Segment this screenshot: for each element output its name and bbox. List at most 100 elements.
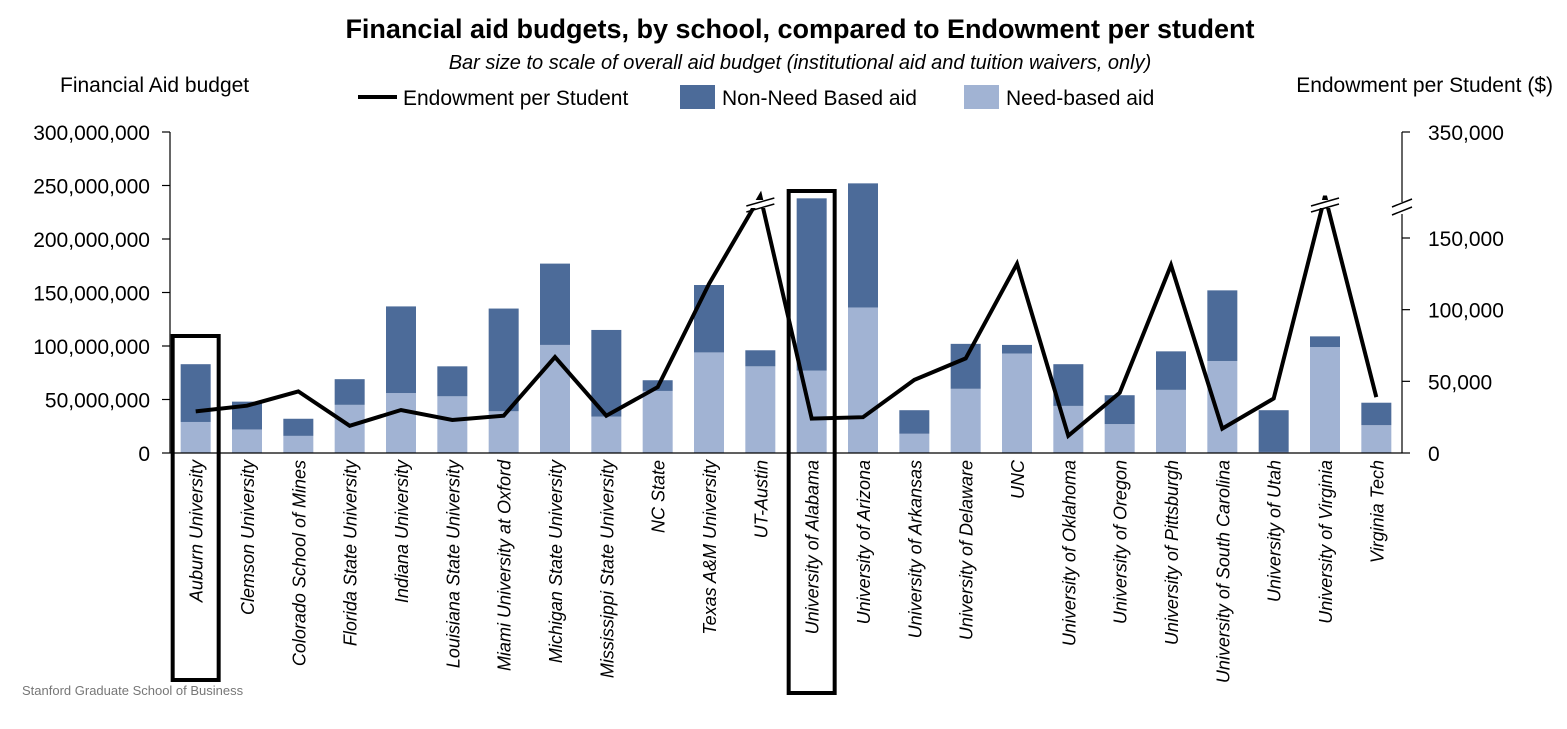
bar-need-based	[540, 344, 570, 453]
category-label: University of South Carolina	[1213, 460, 1233, 683]
bar-non-need-based	[1258, 410, 1289, 452]
left-tick-label: 250,000,000	[33, 176, 150, 199]
bar-non-need-based	[899, 410, 930, 434]
category-label: University of Alabama	[803, 460, 823, 634]
category-label: NC State	[649, 460, 669, 533]
right-tick-label: 0	[1428, 443, 1440, 466]
category-label: Michigan State University	[546, 459, 566, 663]
category-label: University of Arkansas	[905, 460, 925, 638]
bar-need-based	[334, 404, 365, 453]
left-tick-label: 150,000,000	[33, 283, 150, 306]
category-label: University of Oklahoma	[1059, 460, 1079, 646]
left-axis-title: Financial Aid budget	[60, 74, 249, 97]
category-label: Virginia Tech	[1367, 460, 1387, 563]
line-break-gap	[1311, 200, 1339, 208]
category-label: Mississippi State University	[597, 459, 617, 678]
left-axis: 300,000,000 250,000,000 200,000,000 150,000…	[33, 122, 171, 466]
bar-non-need-based	[796, 198, 827, 371]
bar-need-based	[1361, 425, 1392, 453]
line-break-mark	[746, 197, 775, 213]
bar-non-need-based	[848, 183, 878, 308]
bar-non-need-based	[694, 285, 724, 353]
category-label: Indiana University	[392, 459, 412, 603]
bar-need-based	[232, 429, 262, 453]
category-label: Louisiana State University	[443, 459, 463, 668]
bar-need-based	[180, 421, 211, 453]
right-axis-title: Endowment per Student ($)	[1296, 74, 1553, 97]
bar-non-need-based	[1002, 344, 1032, 354]
legend-need-label: Need-based aid	[1006, 87, 1154, 110]
left-tick-label: 100,000,000	[33, 336, 150, 359]
left-tick-label: 0	[138, 443, 150, 466]
category-label: University of Pittsburgh	[1162, 460, 1182, 645]
highlight-box	[786, 189, 837, 695]
bar-non-need-based	[1207, 290, 1238, 361]
bar-non-need-based	[488, 308, 519, 412]
bar-need-based	[694, 352, 724, 453]
category-label: Auburn University	[187, 459, 207, 603]
bar-need-based	[591, 416, 622, 453]
category-label: University of Oregon	[1111, 460, 1131, 624]
right-tick-label: 50,000	[1428, 371, 1492, 394]
bar-need-based	[848, 307, 878, 453]
right-tick-label: 100,000	[1428, 300, 1504, 323]
highlight-box	[170, 334, 221, 682]
left-tick-label: 200,000,000	[33, 229, 150, 252]
category-label: Clemson University	[238, 459, 258, 615]
legend-nonneed-label: Non-Need Based aid	[722, 87, 917, 110]
bar-need-based	[899, 433, 930, 453]
category-label: University of Virginia	[1316, 460, 1336, 624]
bar-need-based	[1104, 424, 1135, 453]
bar-need-based	[437, 396, 468, 453]
bar-need-based	[1207, 360, 1238, 453]
bar-non-need-based	[1310, 336, 1340, 348]
bar-need-based	[283, 435, 314, 453]
line-break-gap	[746, 200, 775, 208]
bar-non-need-based	[180, 364, 211, 422]
right-tick-label: 150,000	[1428, 228, 1504, 251]
bar-non-need-based	[745, 350, 776, 367]
left-tick-label: 300,000,000	[33, 122, 150, 145]
category-label: Texas A&M University	[700, 459, 720, 635]
category-label: Florida State University	[341, 459, 361, 646]
bar-non-need-based	[334, 379, 365, 405]
right-axis-break-mark	[1391, 198, 1413, 216]
bar-non-need-based	[283, 418, 314, 436]
chart-subtitle: Bar size to scale of overall aid budget …	[449, 52, 1152, 74]
bar-non-need-based	[1156, 351, 1186, 390]
category-label: University of Arizona	[854, 460, 874, 624]
right-tick-label: 350,000	[1428, 122, 1504, 145]
chart-title: Financial aid budgets, by school, compar…	[345, 14, 1254, 44]
endowment-line-layer	[195, 190, 1379, 440]
bar-non-need-based	[386, 306, 416, 394]
bar-need-based	[1310, 347, 1340, 453]
bar-need-based	[386, 393, 416, 453]
legend-nonneed-swatch	[680, 85, 715, 109]
bar-need-based	[950, 388, 981, 453]
bar-non-need-based	[540, 263, 570, 345]
category-label: UNC	[1008, 459, 1028, 499]
bar-non-need-based	[437, 366, 468, 397]
bar-need-based	[642, 390, 673, 453]
category-label: Colorado School of Mines	[289, 460, 309, 666]
left-tick-label: 50,000,000	[45, 390, 150, 413]
category-label: UT-Austin	[751, 460, 771, 538]
legend: Endowment per Student Non-Need Based aid…	[358, 85, 1154, 110]
category-label: University of Delaware	[957, 460, 977, 640]
category-label: University of Utah	[1265, 460, 1285, 602]
bar-need-based	[1002, 353, 1032, 453]
bar-need-based	[1156, 389, 1186, 453]
category-label: Miami University at Oxford	[495, 459, 515, 671]
footer-credit: Stanford Graduate School of Business	[22, 683, 244, 698]
highlight-boxes	[170, 189, 837, 695]
right-axis: 350,000 150,000 100,000 50,000 0	[1391, 122, 1504, 466]
bar-non-need-based	[1361, 402, 1392, 426]
bar-need-based	[745, 366, 776, 453]
bar-non-need-based	[950, 343, 981, 389]
endowment-line	[195, 190, 1379, 440]
legend-need-swatch	[964, 85, 999, 109]
legend-endowment-label: Endowment per Student	[403, 87, 628, 110]
category-labels: Auburn University Clemson University Color…	[187, 459, 1388, 683]
line-break-mark	[1310, 197, 1340, 213]
